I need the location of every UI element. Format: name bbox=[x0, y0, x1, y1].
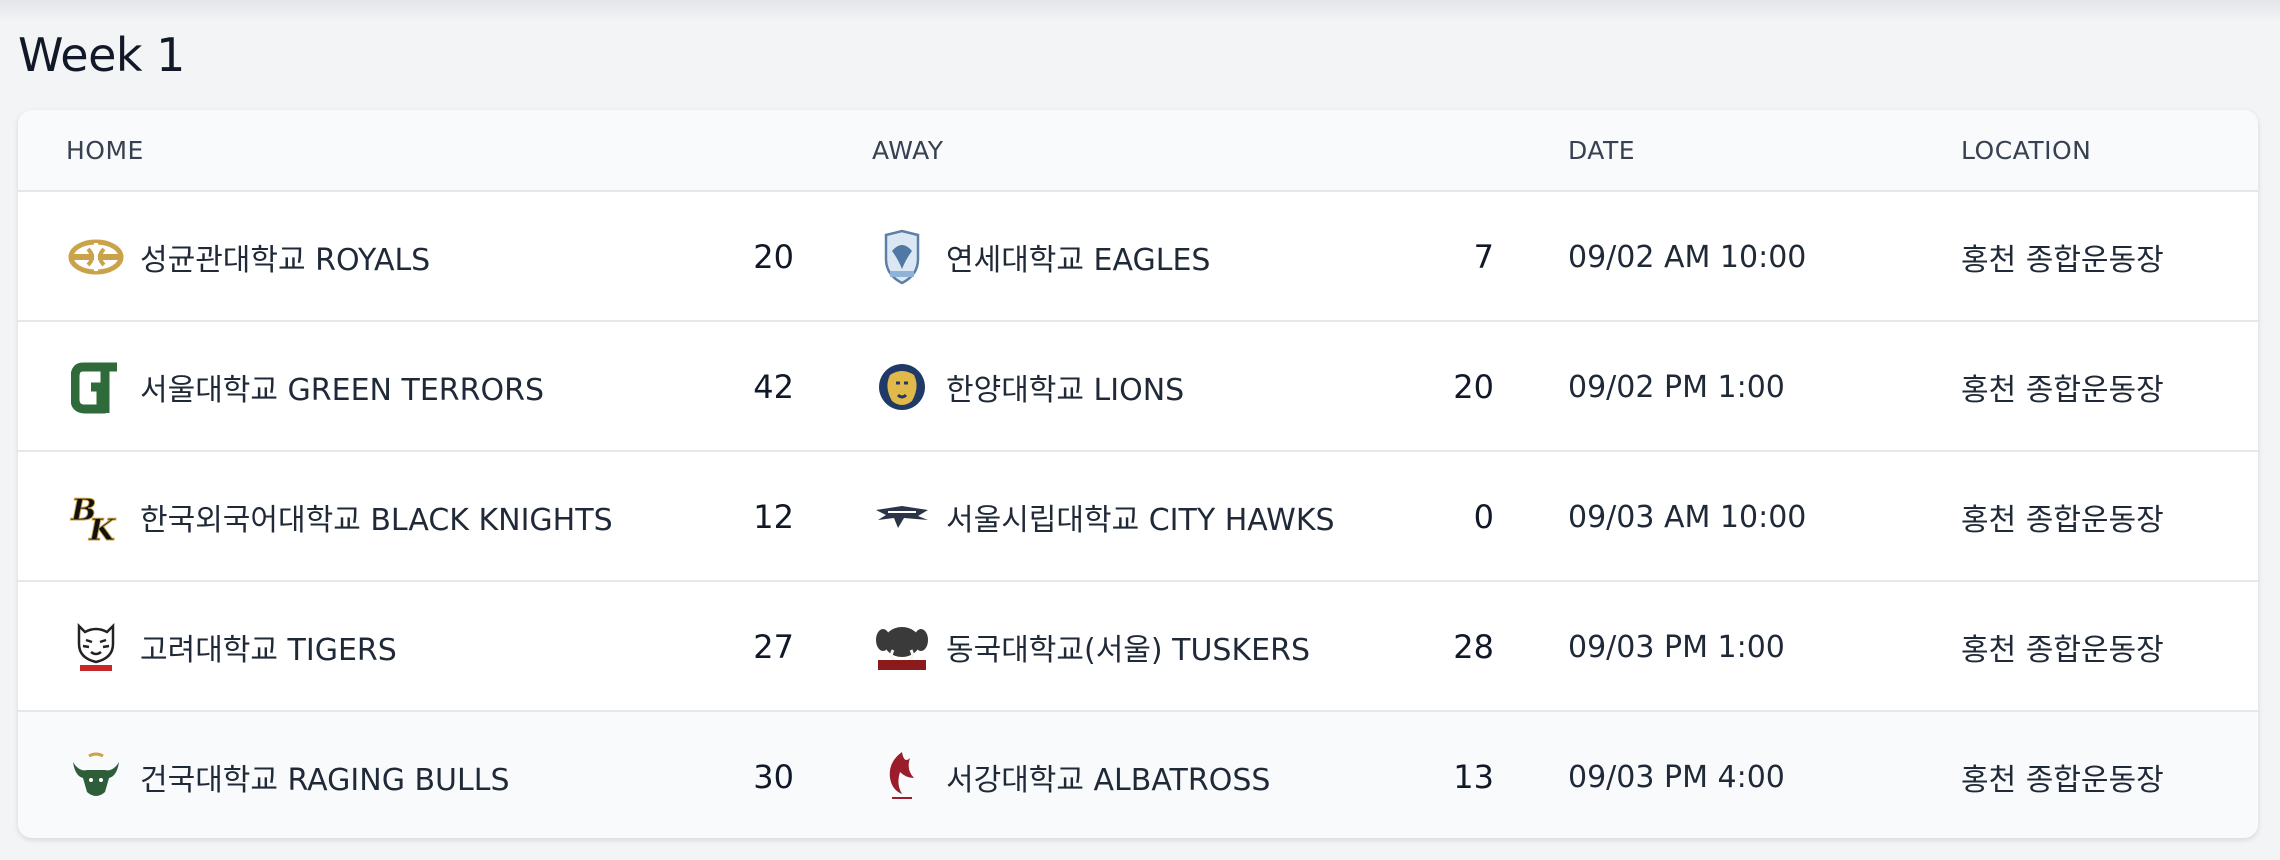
away-team-name: 서울시립대학교 CITY HAWKS bbox=[946, 503, 1335, 538]
home-team-cell: 건국대학교 RAGING BULLS bbox=[66, 712, 510, 838]
home-score: 42 bbox=[753, 368, 794, 406]
home-team-cell: 서울대학교 GREEN TERRORS bbox=[66, 322, 544, 452]
away-team-cell: 서강대학교 ALBATROSS bbox=[872, 712, 1270, 838]
home-team-cell: B K 한국외국어대학교 BLACK KNIGHTS bbox=[66, 452, 613, 582]
game-date: 09/03 PM 1:00 bbox=[1568, 629, 1785, 665]
away-team-name: 연세대학교 EAGLES bbox=[946, 243, 1211, 278]
top-shadow bbox=[0, 0, 2280, 22]
lions-logo-icon bbox=[872, 357, 932, 417]
raging-bulls-logo-icon bbox=[66, 747, 126, 807]
away-score: 0 bbox=[1473, 498, 1494, 536]
table-header: HOME AWAY DATE LOCATION bbox=[18, 110, 2258, 190]
home-team-name: 건국대학교 RAGING BULLS bbox=[140, 763, 510, 798]
svg-text:B: B bbox=[70, 493, 96, 528]
tuskers-logo-icon bbox=[872, 617, 932, 677]
albatross-logo-icon bbox=[872, 747, 932, 807]
away-score: 7 bbox=[1473, 238, 1494, 276]
home-score: 27 bbox=[753, 628, 794, 666]
header-location: LOCATION bbox=[1961, 136, 2092, 165]
home-score: 20 bbox=[753, 238, 794, 276]
away-team-name: 동국대학교(서울) TUSKERS bbox=[946, 633, 1310, 668]
home-team-name: 한국외국어대학교 BLACK KNIGHTS bbox=[140, 503, 613, 538]
game-location: 홍천 종합운동장 bbox=[1961, 243, 2164, 278]
game-location: 홍천 종합운동장 bbox=[1961, 763, 2164, 798]
home-team-name: 성균관대학교 ROYALS bbox=[140, 243, 431, 278]
away-team-name: 서강대학교 ALBATROSS bbox=[946, 763, 1271, 798]
game-date: 09/03 AM 10:00 bbox=[1568, 499, 1807, 535]
table-row[interactable]: 고려대학교 TIGERS 27 동국대학교(서울) TUSKERS 28 09/… bbox=[18, 580, 2258, 710]
table-row[interactable]: 건국대학교 RAGING BULLS 30 서강대학교 ALBATROSS 13… bbox=[18, 710, 2258, 838]
away-score: 28 bbox=[1453, 628, 1494, 666]
table-row[interactable]: B K 한국외국어대학교 BLACK KNIGHTS 12 서울시립대학교 CI… bbox=[18, 450, 2258, 580]
game-date: 09/02 PM 1:00 bbox=[1568, 369, 1785, 405]
away-team-name: 한양대학교 LIONS bbox=[946, 373, 1185, 408]
week-title: Week 1 bbox=[18, 28, 185, 82]
green-terrors-logo-icon bbox=[66, 357, 126, 417]
home-score: 30 bbox=[753, 758, 794, 796]
home-team-name: 서울대학교 GREEN TERRORS bbox=[140, 373, 544, 408]
home-team-cell: 고려대학교 TIGERS bbox=[66, 582, 397, 712]
away-score: 20 bbox=[1453, 368, 1494, 406]
away-team-cell: 서울시립대학교 CITY HAWKS bbox=[872, 452, 1335, 582]
away-team-cell: 한양대학교 LIONS bbox=[872, 322, 1184, 452]
away-team-cell: 동국대학교(서울) TUSKERS bbox=[872, 582, 1310, 712]
schedule-table: HOME AWAY DATE LOCATION 성균관대학교 ROYALS 20 bbox=[18, 110, 2258, 838]
home-team-cell: 성균관대학교 ROYALS bbox=[66, 192, 430, 322]
eagles-logo-icon bbox=[872, 227, 932, 287]
table-row[interactable]: 서울대학교 GREEN TERRORS 42 한양대학교 LIONS 20 09… bbox=[18, 320, 2258, 450]
away-team-cell: 연세대학교 EAGLES bbox=[872, 192, 1210, 322]
game-location: 홍천 종합운동장 bbox=[1961, 633, 2164, 668]
home-team-name: 고려대학교 TIGERS bbox=[140, 633, 397, 668]
game-location: 홍천 종합운동장 bbox=[1961, 503, 2164, 538]
city-hawks-logo-icon bbox=[872, 487, 932, 547]
header-away: AWAY bbox=[872, 136, 944, 165]
tigers-logo-icon bbox=[66, 617, 126, 677]
header-date: DATE bbox=[1568, 136, 1636, 165]
table-row[interactable]: 성균관대학교 ROYALS 20 연세대학교 EAGLES 7 09/02 AM… bbox=[18, 190, 2258, 320]
game-date: 09/03 PM 4:00 bbox=[1568, 759, 1785, 795]
svg-text:K: K bbox=[88, 513, 117, 544]
black-knights-logo-icon: B K bbox=[66, 487, 126, 547]
game-location: 홍천 종합운동장 bbox=[1961, 373, 2164, 408]
royals-logo-icon bbox=[66, 227, 126, 287]
home-score: 12 bbox=[753, 498, 794, 536]
away-score: 13 bbox=[1453, 758, 1494, 796]
game-date: 09/02 AM 10:00 bbox=[1568, 239, 1807, 275]
header-home: HOME bbox=[66, 136, 144, 165]
